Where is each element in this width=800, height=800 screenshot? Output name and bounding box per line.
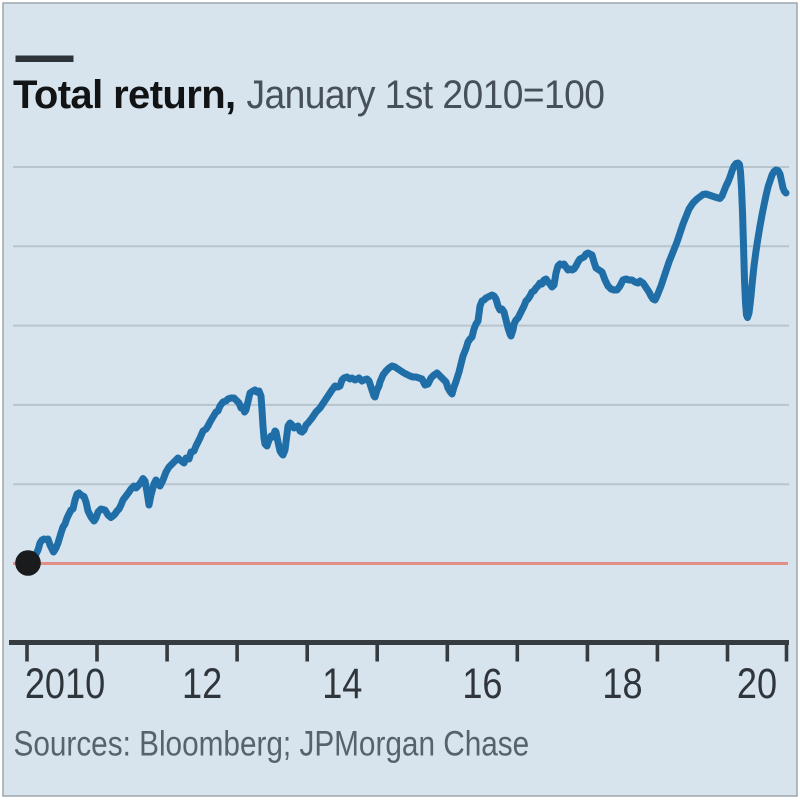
svg-text:14: 14 [322,660,362,708]
svg-text:Total return,: Total return, [13,73,236,117]
svg-text:Sources: Bloomberg; JPMorgan C: Sources: Bloomberg; JPMorgan Chase [14,724,530,763]
svg-text:12: 12 [182,660,222,708]
svg-text:16: 16 [462,660,502,708]
svg-text:January 1st 2010=100: January 1st 2010=100 [247,73,605,118]
svg-text:18: 18 [602,660,642,708]
svg-text:20: 20 [737,660,777,708]
svg-text:2010: 2010 [25,660,105,708]
